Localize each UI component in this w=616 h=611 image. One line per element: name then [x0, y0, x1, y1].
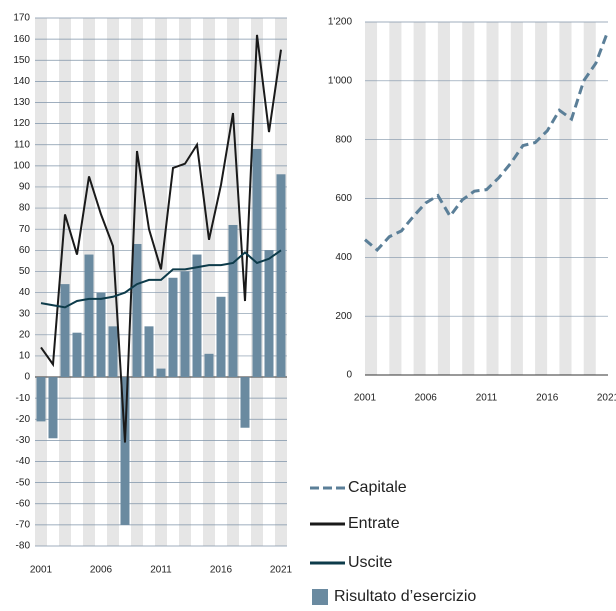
y-tick-label: 60 [19, 245, 31, 256]
y-tick-label: 800 [335, 134, 352, 145]
y-tick-label: 30 [19, 308, 31, 319]
stripe [71, 18, 83, 546]
x-tick-label: 2006 [90, 565, 113, 576]
bar [216, 296, 226, 378]
bar [48, 377, 58, 439]
y-tick-label: 160 [13, 34, 30, 45]
y-tick-label: -60 [16, 498, 31, 509]
y-tick-label: -30 [16, 435, 31, 446]
y-tick-label: 10 [19, 351, 31, 362]
y-tick-label: 0 [24, 372, 30, 383]
stripe [143, 18, 155, 546]
stripe [107, 18, 119, 546]
y-tick-label: -70 [16, 520, 31, 531]
bar [120, 377, 130, 525]
bar [240, 377, 250, 428]
y-tick-label: -50 [16, 477, 31, 488]
y-tick-label: 70 [19, 224, 31, 235]
y-tick-label: 140 [13, 76, 30, 87]
bar [168, 277, 178, 378]
y-tick-label: 150 [13, 55, 30, 66]
y-tick-label: 1'000 [328, 75, 353, 86]
y-tick-label: -40 [16, 456, 31, 467]
bar [204, 353, 214, 378]
x-tick-label: 2011 [476, 393, 498, 404]
y-tick-label: -20 [16, 414, 31, 425]
legend-swatch [312, 589, 328, 605]
y-tick-label: 130 [13, 97, 30, 108]
bar [144, 326, 154, 378]
y-tick-label: 0 [346, 370, 352, 381]
legend-label: Entrate [348, 515, 400, 532]
dashed-line [364, 30, 610, 253]
line [40, 249, 282, 309]
y-tick-label: 100 [13, 160, 30, 171]
bar [72, 332, 82, 378]
bar [180, 271, 190, 378]
x-tick-label: 2001 [354, 393, 377, 404]
y-tick-label: 90 [19, 182, 31, 193]
legend-label: Risultato d’esercizio [334, 588, 476, 605]
stripe [59, 18, 71, 546]
legend-label: Uscite [348, 554, 393, 571]
y-tick-label: 170 [13, 13, 30, 24]
bar [276, 174, 286, 378]
y-tick-label: 110 [14, 139, 30, 150]
line [40, 34, 282, 443]
x-tick-label: 2001 [30, 565, 53, 576]
y-tick-label: 50 [19, 266, 31, 277]
bar [156, 368, 166, 378]
bar [108, 326, 118, 378]
bar [84, 254, 94, 378]
y-tick-label: 200 [335, 311, 352, 322]
y-tick-label: 40 [19, 287, 31, 298]
x-tick-label: 2021 [597, 393, 616, 404]
x-tick-label: 2016 [536, 393, 559, 404]
y-tick-label: 20 [19, 329, 31, 340]
stripe [203, 18, 215, 546]
y-tick-label: 600 [335, 193, 352, 204]
bar [60, 284, 70, 378]
stripe [95, 18, 107, 546]
bar [228, 224, 238, 378]
y-tick-label: 80 [19, 203, 31, 214]
x-tick-label: 2016 [210, 565, 233, 576]
y-tick-label: -80 [16, 541, 31, 552]
stripe [215, 18, 227, 546]
y-tick-label: 120 [13, 118, 30, 129]
bar [132, 243, 142, 378]
stripe [155, 18, 167, 546]
y-tick-label: 1'200 [328, 17, 353, 28]
x-tick-label: 2011 [150, 565, 172, 576]
bar [192, 254, 202, 378]
x-tick-label: 2006 [415, 393, 438, 404]
x-tick-label: 2021 [270, 565, 293, 576]
stripe [35, 18, 47, 546]
bar [36, 377, 46, 422]
y-tick-label: -10 [16, 393, 31, 404]
y-tick-label: 400 [335, 252, 352, 263]
stripe [47, 18, 59, 546]
bar [264, 250, 274, 378]
legend-label: Capitale [348, 479, 407, 496]
bar [96, 292, 106, 378]
